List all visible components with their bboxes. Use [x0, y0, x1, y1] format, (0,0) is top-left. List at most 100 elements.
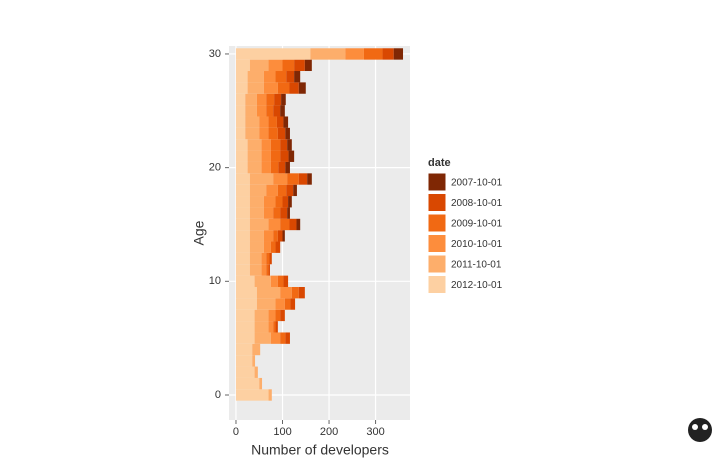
bar-segment: [269, 252, 272, 265]
bar-segment: [273, 230, 278, 242]
bar-segment: [235, 377, 260, 390]
bar-segment: [285, 127, 290, 140]
bar-segment: [263, 241, 271, 253]
bar-segment: [280, 309, 285, 322]
bar-segment: [284, 298, 291, 310]
bar-segment: [235, 93, 246, 106]
bar-segment: [270, 139, 281, 151]
bar-segment: [291, 286, 299, 299]
bar-segment: [235, 298, 257, 310]
bar-segment: [270, 150, 281, 162]
bar-segment: [277, 230, 283, 242]
bar-segment: [235, 218, 250, 231]
bar-segment: [285, 332, 290, 344]
x-axis-title: Number of developers: [251, 442, 389, 458]
bar-segment: [274, 93, 282, 106]
bar-segment: [254, 332, 271, 344]
x-tick-label: 200: [320, 426, 338, 438]
bar-segment: [235, 264, 250, 276]
bar-segment: [280, 105, 285, 117]
bar-segment: [275, 298, 285, 310]
plot-layer: [229, 46, 410, 420]
legend-label: 2007-10-01: [451, 178, 503, 189]
bar-segment: [263, 196, 276, 208]
bar-segment: [247, 82, 264, 94]
bar-segment: [280, 150, 289, 162]
bar-segment: [235, 252, 250, 265]
bar-segment: [266, 264, 269, 276]
x-tick-label: 300: [366, 426, 384, 438]
nav-icons: [688, 418, 712, 442]
bar-segment: [298, 82, 306, 94]
bar-segment: [298, 173, 308, 185]
y-tick-label: 20: [209, 162, 221, 174]
bar-segment: [280, 139, 288, 151]
bar-segment: [304, 59, 312, 72]
bar-segment: [277, 275, 284, 287]
bar-segment: [282, 59, 295, 72]
legend-key: [427, 275, 447, 294]
bar-segment: [249, 230, 264, 242]
bar-segment: [249, 207, 264, 219]
y-axis-title: Age: [191, 220, 207, 245]
y-tick-label: 0: [215, 389, 221, 401]
bar-segment: [393, 48, 404, 60]
bar-segment: [235, 343, 253, 356]
bar-segment: [235, 116, 246, 128]
bar-segment: [280, 332, 286, 344]
bar-segment: [252, 355, 256, 367]
bar-segment: [277, 82, 290, 94]
bar-segment: [235, 173, 250, 185]
bar-segment: [259, 116, 269, 128]
legend-key: [427, 254, 447, 274]
bar-segment: [287, 139, 292, 151]
bar-segment: [263, 82, 278, 94]
legend-key: [427, 193, 447, 212]
bar-segment: [275, 241, 281, 253]
y-tick-label: 30: [209, 48, 221, 60]
bar-segment: [249, 196, 264, 208]
bar-segment: [283, 275, 289, 287]
bar-segment: [273, 321, 276, 333]
bar-segment: [261, 139, 271, 151]
bar-segment: [286, 184, 294, 197]
bar-segment: [235, 321, 255, 333]
y-tick-label: 10: [209, 275, 221, 287]
bar-segment: [282, 196, 289, 208]
bar-segment: [280, 207, 288, 219]
bar-segment: [256, 105, 267, 117]
bar-segment: [263, 230, 274, 242]
bar-segment: [249, 252, 262, 265]
bar-segment: [235, 332, 255, 344]
bar-segment: [275, 196, 283, 208]
bar-segment: [345, 48, 364, 60]
bar-segment: [287, 207, 290, 219]
bar-segment: [235, 184, 250, 197]
bar-segment: [254, 275, 271, 287]
bar-segment: [296, 218, 301, 231]
bar-segment: [247, 150, 262, 162]
bar-segment: [249, 241, 264, 253]
bar-segment: [263, 71, 276, 83]
bar-segment: [278, 161, 286, 174]
bar-segment: [275, 321, 278, 333]
bar-segment: [254, 309, 269, 322]
bar-segment: [235, 150, 248, 162]
bar-segment: [363, 48, 383, 60]
legend-key: [427, 213, 447, 233]
bar-segment: [268, 389, 272, 401]
bar-segment: [249, 59, 269, 72]
bar-segment: [252, 343, 261, 356]
bar-segment: [245, 105, 257, 117]
bar-segment: [275, 309, 281, 322]
legend-label: 2012-10-01: [451, 280, 503, 291]
bar-segment: [235, 355, 253, 367]
legend-label: 2011-10-01: [451, 260, 502, 271]
bar-segment: [307, 173, 312, 185]
bar-segment: [249, 264, 262, 276]
bar-segment: [259, 377, 263, 390]
bar-segment: [310, 48, 346, 60]
bar-segment: [235, 82, 248, 94]
bar-segment: [235, 105, 246, 117]
